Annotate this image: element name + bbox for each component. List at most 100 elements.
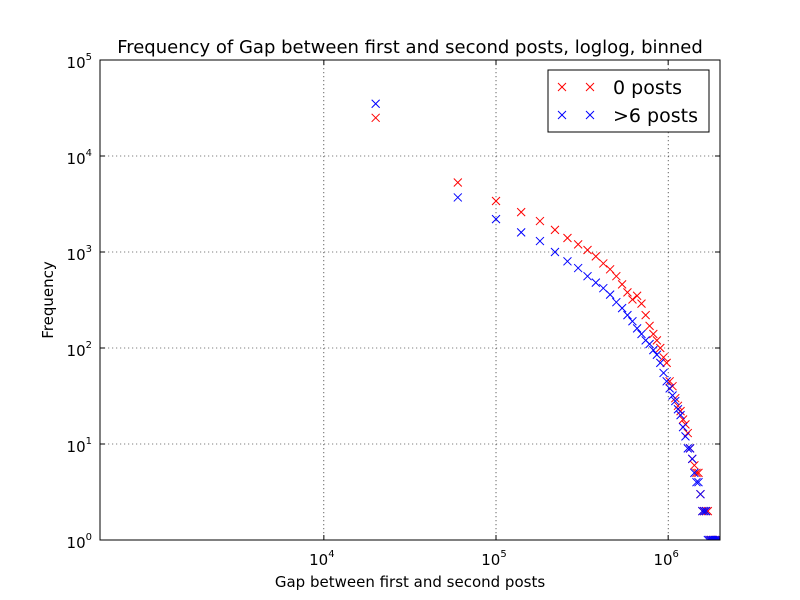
y-tick-label: 101 <box>67 436 92 456</box>
data-point <box>453 193 463 202</box>
data-point <box>453 178 463 187</box>
y-tick-label-exponent: 2 <box>86 340 92 351</box>
data-point-stroke <box>550 225 560 235</box>
data-point-stroke <box>652 350 662 360</box>
data-point <box>687 454 697 464</box>
legend-label: 0 posts <box>613 77 682 99</box>
data-point-stroke <box>662 358 672 368</box>
data-point-stroke <box>676 406 685 416</box>
data-point-stroke <box>652 336 662 345</box>
data-point <box>692 468 701 478</box>
data-point-stroke <box>655 358 665 368</box>
data-point-stroke <box>371 99 381 109</box>
data-point <box>598 259 608 268</box>
data-point <box>516 228 526 237</box>
data-point <box>696 489 705 499</box>
series-zero-posts <box>371 113 720 540</box>
data-point-stroke <box>713 535 719 540</box>
data-point-stroke <box>628 295 637 304</box>
data-point <box>591 252 601 261</box>
data-point <box>701 506 711 516</box>
x-tick-label-exponent: 5 <box>500 549 506 560</box>
data-point-stroke <box>648 329 658 339</box>
data-point-stroke <box>583 271 592 281</box>
data-point-stroke <box>453 193 463 202</box>
data-point <box>648 329 658 339</box>
data-point-stroke <box>673 404 683 414</box>
data-point-stroke <box>573 263 583 273</box>
data-point <box>662 376 672 386</box>
y-tick-label-base: 10 <box>67 342 86 360</box>
data-point-stroke <box>685 444 695 453</box>
data-point <box>371 99 381 109</box>
data-point-stroke <box>662 376 672 386</box>
x-tick-label-base: 10 <box>653 551 672 569</box>
data-point <box>690 468 699 478</box>
data-point <box>673 404 683 414</box>
legend-marker-stroke <box>557 110 567 120</box>
legend-marker <box>585 110 595 120</box>
data-point <box>678 415 688 424</box>
x-tick-label: 106 <box>653 549 678 569</box>
data-point-stroke <box>687 454 697 464</box>
y-tick-label-base: 10 <box>67 534 86 552</box>
data-point-stroke <box>668 391 677 400</box>
legend-label: >6 posts <box>613 105 698 127</box>
data-point <box>611 271 621 281</box>
y-tick-label: 104 <box>67 148 92 168</box>
data-point-stroke <box>665 383 675 393</box>
data-point <box>535 236 545 246</box>
data-point <box>670 396 680 406</box>
data-point <box>692 477 701 487</box>
y-tick-label-base: 10 <box>67 150 86 168</box>
data-point <box>628 316 637 326</box>
data-point <box>699 506 709 516</box>
plot-frame <box>99 59 721 541</box>
data-point <box>652 350 662 360</box>
data-point <box>659 352 668 362</box>
x-tick-label: 105 <box>481 549 506 569</box>
data-point <box>371 113 381 123</box>
data-point-stroke <box>563 256 572 266</box>
legend-entry-zero-posts: 0 posts <box>557 77 682 99</box>
data-point <box>655 343 665 353</box>
data-point-stroke <box>706 535 712 540</box>
data-point <box>535 216 545 226</box>
y-tick-label-base: 10 <box>67 438 86 456</box>
data-point-stroke <box>645 321 654 331</box>
data-point <box>714 535 720 540</box>
y-tick-label-exponent: 1 <box>86 436 92 447</box>
data-point <box>591 278 601 287</box>
series-over-six-posts <box>371 99 720 540</box>
data-point-stroke <box>694 477 703 487</box>
data-point <box>573 240 583 249</box>
data-point-stroke <box>516 207 526 217</box>
data-point <box>681 432 690 441</box>
y-tick-label-base: 10 <box>67 54 86 72</box>
data-point-stroke <box>611 271 621 281</box>
data-point-stroke <box>655 343 665 353</box>
legend-entry-over-six-posts: >6 posts <box>557 105 698 127</box>
data-point <box>623 287 632 297</box>
data-point-stroke <box>681 432 690 441</box>
data-point-stroke <box>690 468 699 478</box>
x-tick-label-exponent: 4 <box>328 549 334 560</box>
data-point <box>668 391 677 400</box>
data-point <box>711 535 720 540</box>
data-point-stroke <box>692 477 701 487</box>
data-point-stroke <box>711 535 717 540</box>
data-point <box>665 376 675 386</box>
data-point-stroke <box>641 310 651 320</box>
data-point <box>694 477 703 487</box>
data-point-stroke <box>491 196 501 206</box>
data-point-stroke <box>714 535 720 540</box>
y-tick-label: 102 <box>67 340 92 360</box>
data-point-stroke <box>670 396 680 406</box>
data-point-stroke <box>550 247 560 257</box>
data-point <box>550 225 560 235</box>
data-point-stroke <box>665 376 675 386</box>
data-point <box>491 214 501 224</box>
data-point <box>641 310 651 320</box>
